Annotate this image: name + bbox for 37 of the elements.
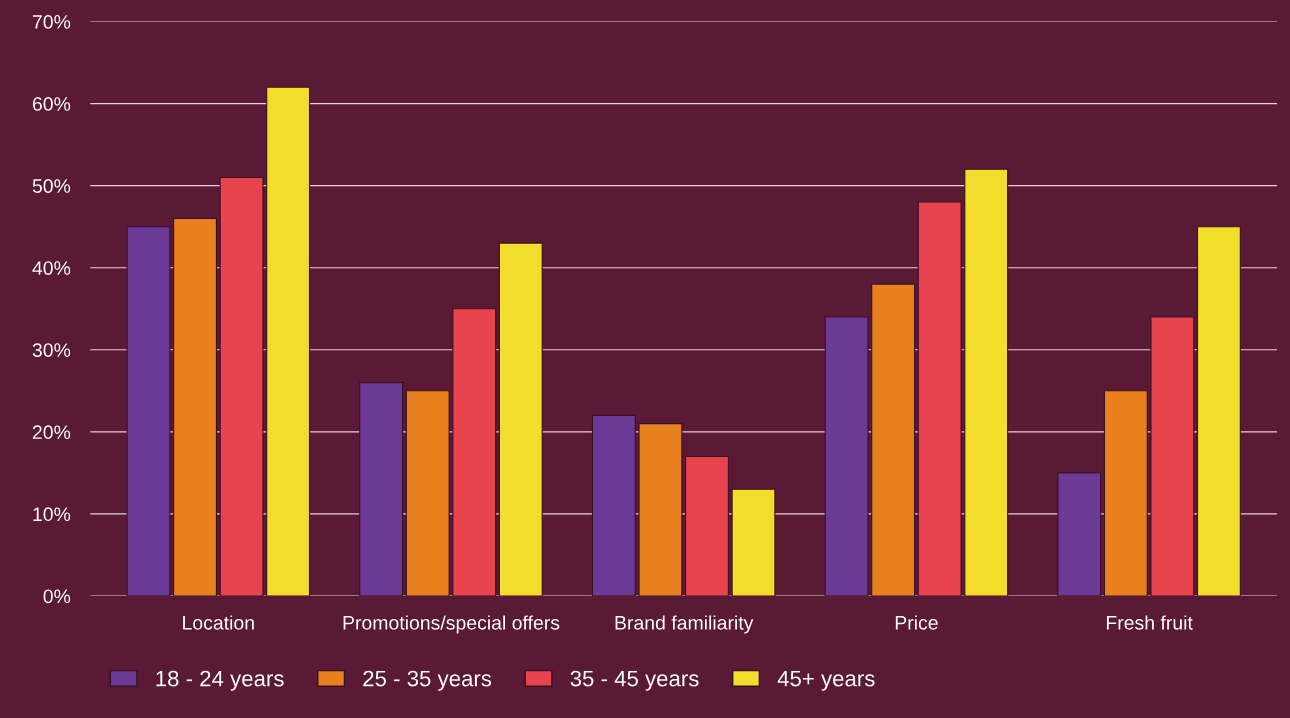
y-tick-label: 60% bbox=[32, 97, 71, 111]
bar bbox=[173, 217, 217, 596]
legend-label: 25 - 35 years bbox=[363, 670, 492, 691]
bar bbox=[964, 168, 1009, 596]
legend-label: 18 - 24 years bbox=[156, 670, 284, 691]
y-tick-label: 0% bbox=[43, 589, 71, 604]
y-tick-label: 20% bbox=[32, 425, 71, 440]
bar bbox=[452, 308, 497, 596]
bar bbox=[1150, 316, 1195, 596]
bar bbox=[266, 86, 311, 596]
x-tick-label: Location bbox=[183, 615, 254, 630]
x-tick-label: Fresh fruit bbox=[1106, 615, 1193, 630]
bar bbox=[731, 488, 776, 596]
bar bbox=[405, 390, 450, 596]
bar bbox=[1057, 472, 1102, 596]
y-tick-label: 40% bbox=[32, 261, 71, 275]
bar bbox=[1196, 226, 1241, 596]
bar bbox=[498, 242, 543, 596]
y-tick-label: 30% bbox=[32, 343, 71, 358]
bar bbox=[1103, 390, 1148, 596]
y-tick-label: 10% bbox=[33, 507, 71, 522]
y-tick-label: 70% bbox=[32, 15, 71, 29]
bar bbox=[638, 423, 683, 596]
legend-label: 45+ years bbox=[777, 670, 875, 691]
bar bbox=[917, 201, 962, 596]
bar bbox=[219, 176, 264, 596]
y-tick-label: 50% bbox=[32, 179, 71, 193]
x-tick-label: Brand familiarity bbox=[615, 615, 754, 634]
legend-label: 35 - 45 years bbox=[570, 670, 699, 691]
x-tick-label: Promotions/special offers bbox=[343, 615, 560, 634]
bar bbox=[871, 283, 916, 596]
bar bbox=[126, 226, 171, 596]
bar bbox=[591, 414, 636, 596]
bar bbox=[824, 316, 869, 596]
bar bbox=[685, 455, 729, 596]
bar bbox=[359, 382, 404, 596]
x-tick-label: Price bbox=[895, 615, 938, 630]
